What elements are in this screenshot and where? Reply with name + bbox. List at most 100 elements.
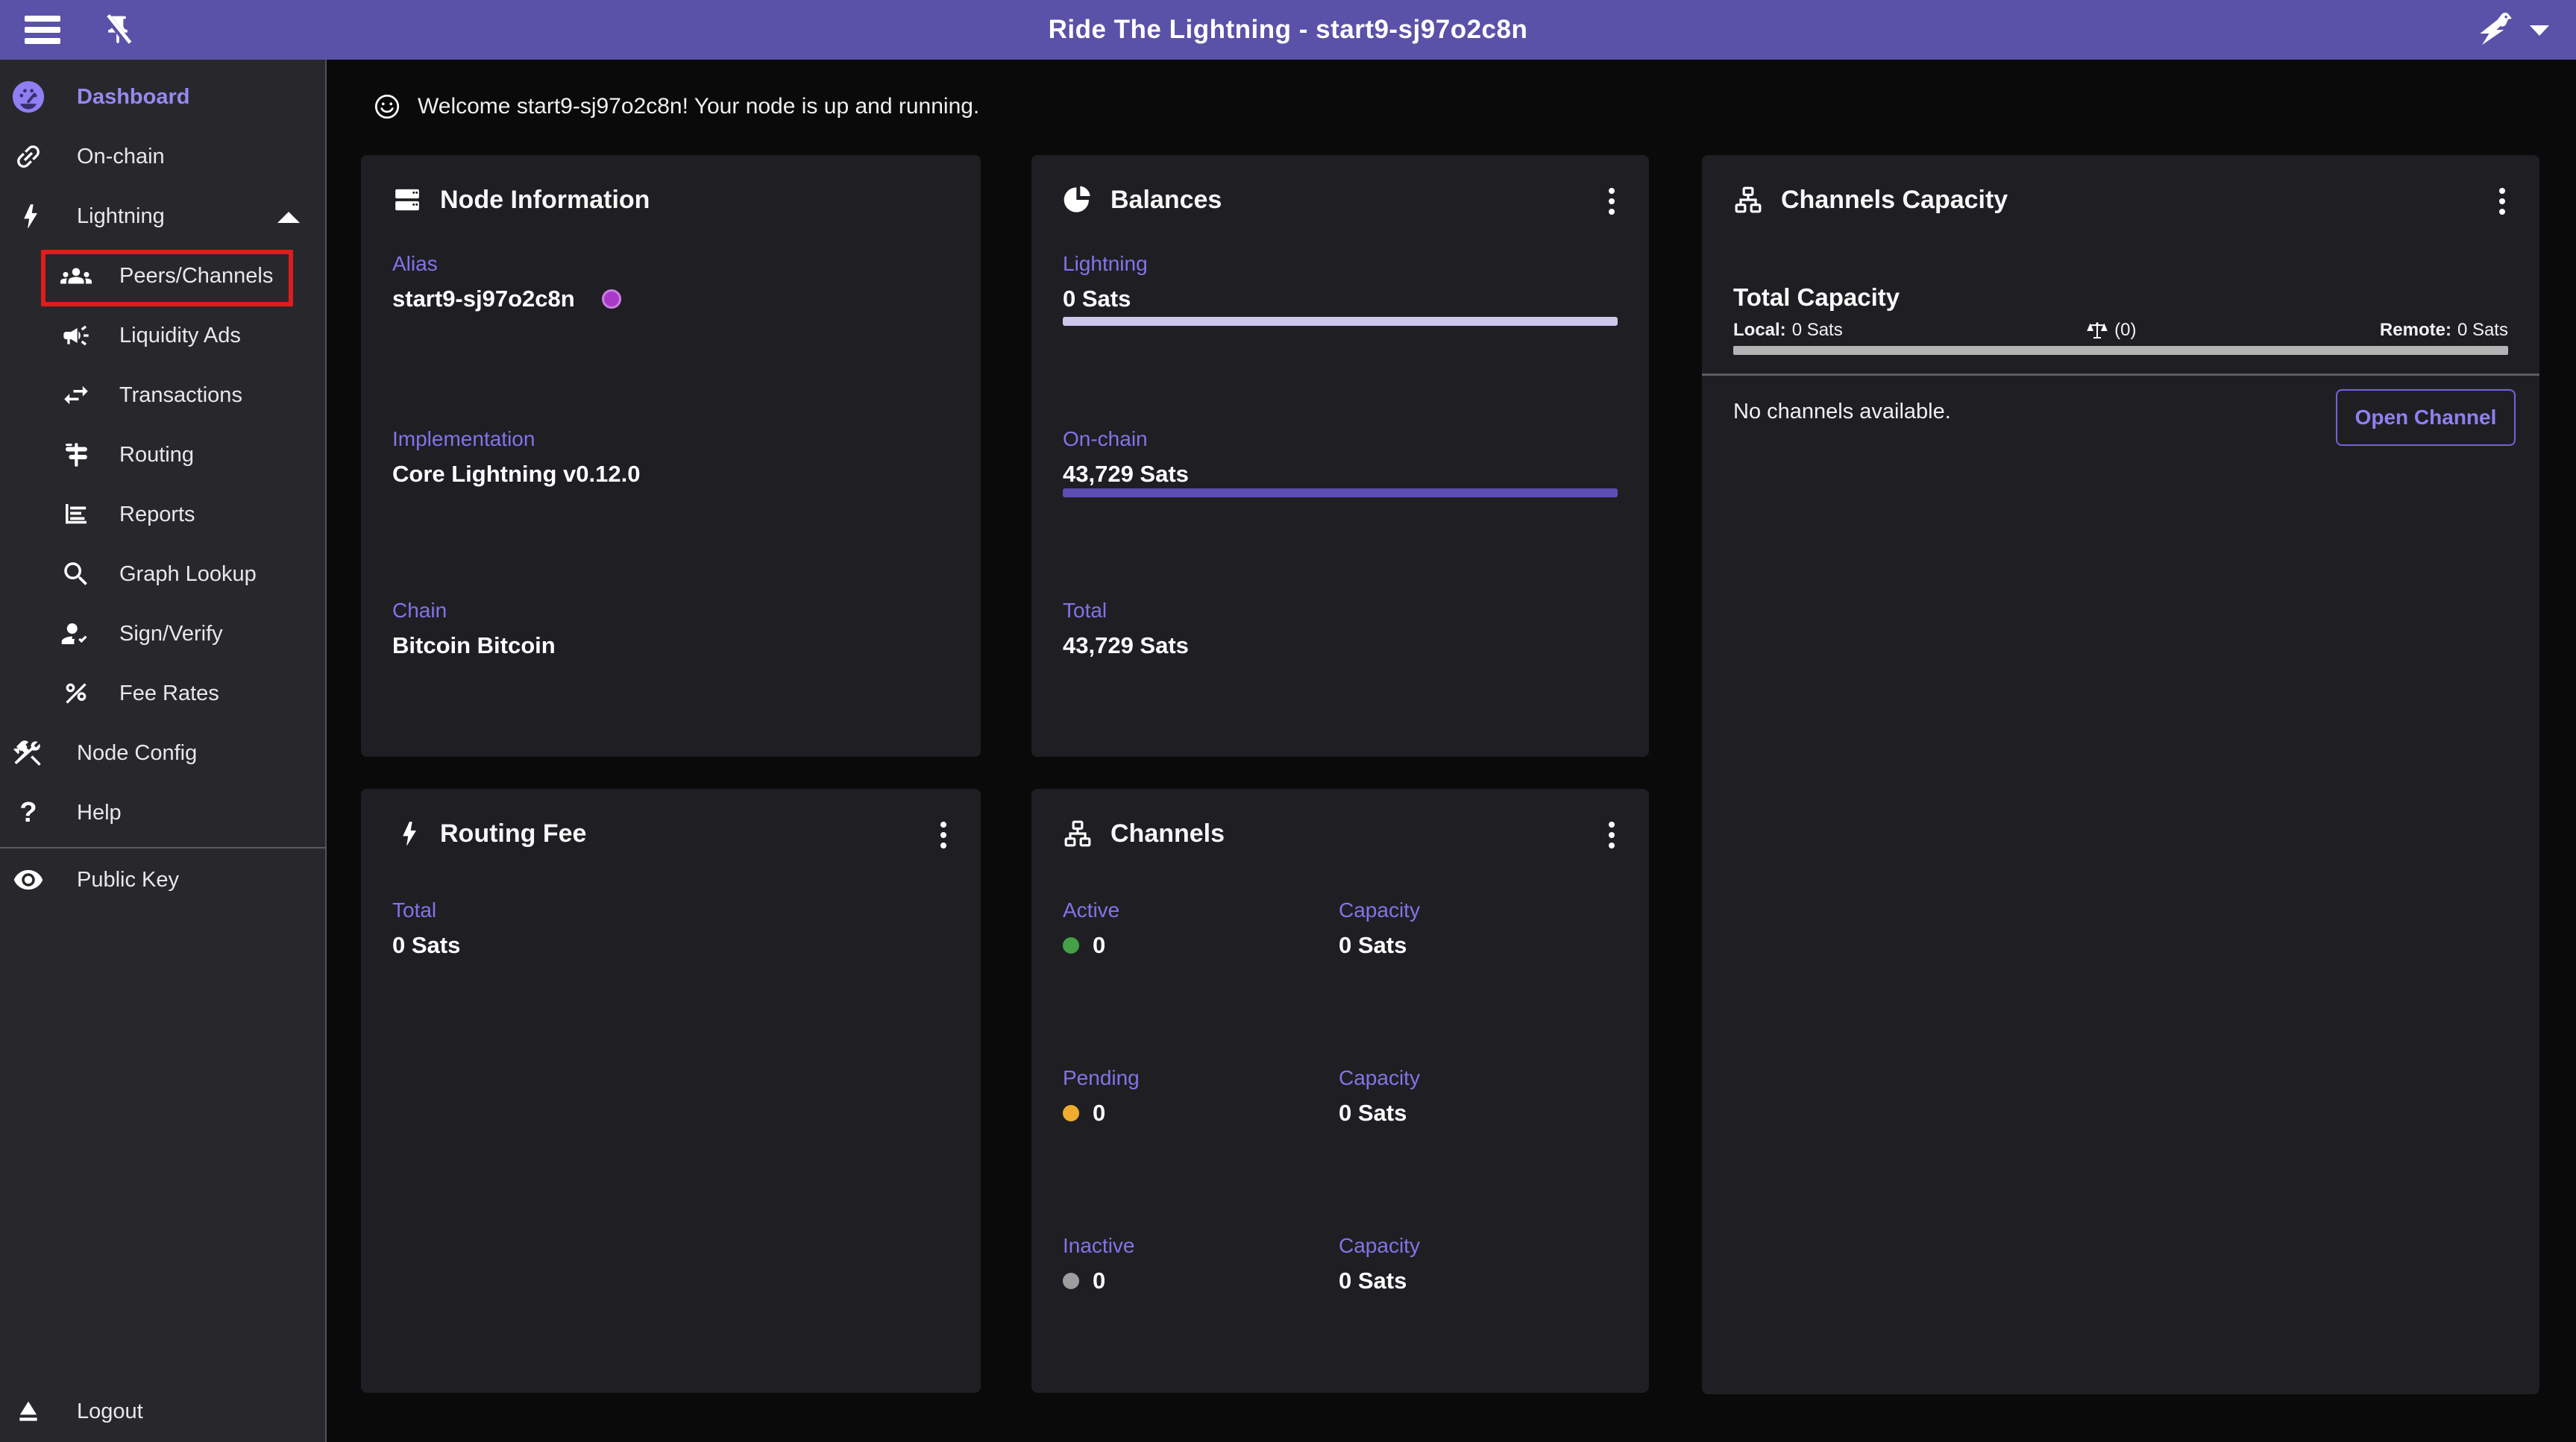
- sidebar-item-node-config[interactable]: Node Config: [0, 723, 327, 783]
- sidebar-item-label: Logout: [77, 1400, 143, 1423]
- pie-chart-icon: [1063, 185, 1093, 215]
- routing-fee-total-field: Total 0 Sats: [392, 898, 460, 959]
- capacity-value: 0 Sats: [1339, 932, 1407, 958]
- main-content: Welcome start9-sj97o2c8n! Your node is u…: [328, 60, 2576, 1442]
- sidebar-item-label: Public Key: [77, 868, 180, 892]
- sidebar-item-fee-rates[interactable]: Fee Rates: [0, 664, 327, 723]
- capacity-divider: [1702, 374, 2539, 376]
- open-channel-button[interactable]: Open Channel: [2336, 389, 2516, 446]
- person-check-icon: [60, 617, 92, 650]
- percent-icon: [60, 677, 92, 710]
- total-value: 43,729 Sats: [1063, 632, 1189, 658]
- pending-label: Pending: [1063, 1066, 1140, 1089]
- remote-value: 0 Sats: [2457, 320, 2508, 340]
- active-value: 0: [1093, 932, 1106, 958]
- total-balance-field: Total 43,729 Sats: [1063, 599, 1189, 659]
- pending-channels-field: Pending 0: [1063, 1066, 1140, 1127]
- sidebar-item-routing[interactable]: Routing: [0, 425, 327, 485]
- routing-fee-card: Routing Fee Total 0 Sats: [361, 789, 981, 1393]
- sidebar-item-label: Lightning: [77, 204, 165, 228]
- inactive-value: 0: [1093, 1268, 1106, 1294]
- lightning-bolt-icon: [12, 200, 45, 233]
- lightning-bolt-icon: [392, 819, 422, 848]
- inactive-status-dot: [1063, 1273, 1079, 1289]
- capacity-bar: [1733, 346, 2508, 355]
- eject-icon: [12, 1395, 45, 1428]
- app-title: Ride The Lightning - start9-sj97o2c8n: [1048, 15, 1528, 44]
- sidebar-item-on-chain[interactable]: On-chain: [0, 127, 327, 186]
- sidebar-item-help[interactable]: ? Help: [0, 783, 327, 843]
- sidebar-item-sign-verify[interactable]: Sign/Verify: [0, 604, 327, 664]
- remote-label: Remote:: [2379, 320, 2451, 340]
- sidebar-item-peers-channels[interactable]: Peers/Channels: [0, 246, 327, 306]
- alias-value: start9-sj97o2c8n: [392, 286, 575, 312]
- channels-card: Channels Active 0 Capacity 0 Sats Pendin…: [1031, 789, 1649, 1393]
- active-channels-field: Active 0: [1063, 898, 1119, 959]
- peers-group-icon: [60, 259, 92, 292]
- capacity-label: Capacity: [1339, 1066, 1420, 1089]
- sidebar-item-label: Node Config: [77, 741, 198, 765]
- signpost-icon: [60, 438, 92, 471]
- sidebar-item-label: Peers/Channels: [119, 264, 274, 288]
- sidebar-item-liquidity-ads[interactable]: Liquidity Ads: [0, 306, 327, 365]
- onchain-value: 43,729 Sats: [1063, 461, 1189, 487]
- sidebar-item-label: Liquidity Ads: [119, 324, 241, 347]
- onchain-balance-field: On-chain 43,729 Sats: [1063, 427, 1189, 488]
- chain-link-icon: [12, 140, 45, 173]
- collapse-caret-icon[interactable]: [277, 212, 300, 223]
- alias-color-dot: [601, 289, 621, 309]
- menu-hamburger-icon[interactable]: [25, 16, 60, 44]
- sidebar-item-logout[interactable]: Logout: [0, 1382, 327, 1441]
- sidebar-nav: Dashboard On-chain Lightning: [0, 60, 327, 1442]
- sidebar-item-label: On-chain: [77, 145, 165, 169]
- card-menu-kebab-icon[interactable]: [2487, 182, 2517, 221]
- local-value: 0 Sats: [1791, 320, 1843, 340]
- chain-label: Chain: [392, 599, 447, 622]
- onchain-label: On-chain: [1063, 427, 1148, 450]
- welcome-message: Welcome start9-sj97o2c8n! Your node is u…: [418, 94, 980, 119]
- alias-field: Alias start9-sj97o2c8n: [392, 252, 621, 312]
- capacity-value: 0 Sats: [1339, 1268, 1407, 1294]
- card-menu-kebab-icon[interactable]: [1597, 182, 1627, 221]
- card-title: Balances: [1110, 185, 1222, 214]
- capacity-label: Capacity: [1339, 1234, 1420, 1257]
- local-label: Local:: [1733, 320, 1786, 340]
- sidebar-item-public-key[interactable]: Public Key: [0, 850, 327, 910]
- total-capacity-label: Total Capacity: [1733, 283, 1900, 311]
- account-dropdown-caret-icon[interactable]: [2530, 25, 2549, 36]
- total-value: 0 Sats: [392, 932, 461, 958]
- sidebar-item-lightning[interactable]: Lightning: [0, 186, 327, 246]
- welcome-banner: Welcome start9-sj97o2c8n! Your node is u…: [373, 92, 979, 121]
- inactive-channels-field: Inactive 0: [1063, 1234, 1135, 1294]
- rtl-logo-icon[interactable]: [2475, 10, 2516, 50]
- total-label: Total: [392, 898, 437, 922]
- onchain-balance-bar: [1063, 488, 1618, 497]
- sidebar-item-transactions[interactable]: Transactions: [0, 365, 327, 425]
- card-title: Node Information: [440, 185, 650, 214]
- question-mark-icon: ?: [19, 796, 37, 828]
- pending-status-dot: [1063, 1105, 1079, 1121]
- pending-capacity-field: Capacity 0 Sats: [1339, 1066, 1420, 1127]
- pending-value: 0: [1093, 1100, 1106, 1126]
- card-menu-kebab-icon[interactable]: [1597, 816, 1627, 854]
- pin-off-icon[interactable]: [101, 13, 134, 46]
- chain-field: Chain Bitcoin Bitcoin: [392, 599, 556, 659]
- active-capacity-field: Capacity 0 Sats: [1339, 898, 1420, 959]
- sidebar-item-label: Routing: [119, 443, 194, 467]
- sidebar-item-label: Dashboard: [77, 85, 190, 109]
- top-bar: Ride The Lightning - start9-sj97o2c8n: [0, 0, 2576, 60]
- total-label: Total: [1063, 599, 1108, 622]
- server-dns-icon: [392, 185, 422, 215]
- network-hub-icon: [1733, 185, 1763, 215]
- lightning-label: Lightning: [1063, 252, 1148, 275]
- network-hub-icon: [1063, 819, 1093, 848]
- card-menu-kebab-icon[interactable]: [929, 816, 958, 854]
- capacity-label: Capacity: [1339, 898, 1420, 922]
- capacity-value: 0 Sats: [1339, 1100, 1407, 1126]
- sidebar-item-reports[interactable]: Reports: [0, 485, 327, 544]
- sidebar-item-dashboard[interactable]: Dashboard: [0, 67, 327, 127]
- megaphone-icon: [60, 319, 92, 352]
- sidebar-item-graph-lookup[interactable]: Graph Lookup: [0, 544, 327, 604]
- sidebar-item-label: Fee Rates: [119, 681, 219, 705]
